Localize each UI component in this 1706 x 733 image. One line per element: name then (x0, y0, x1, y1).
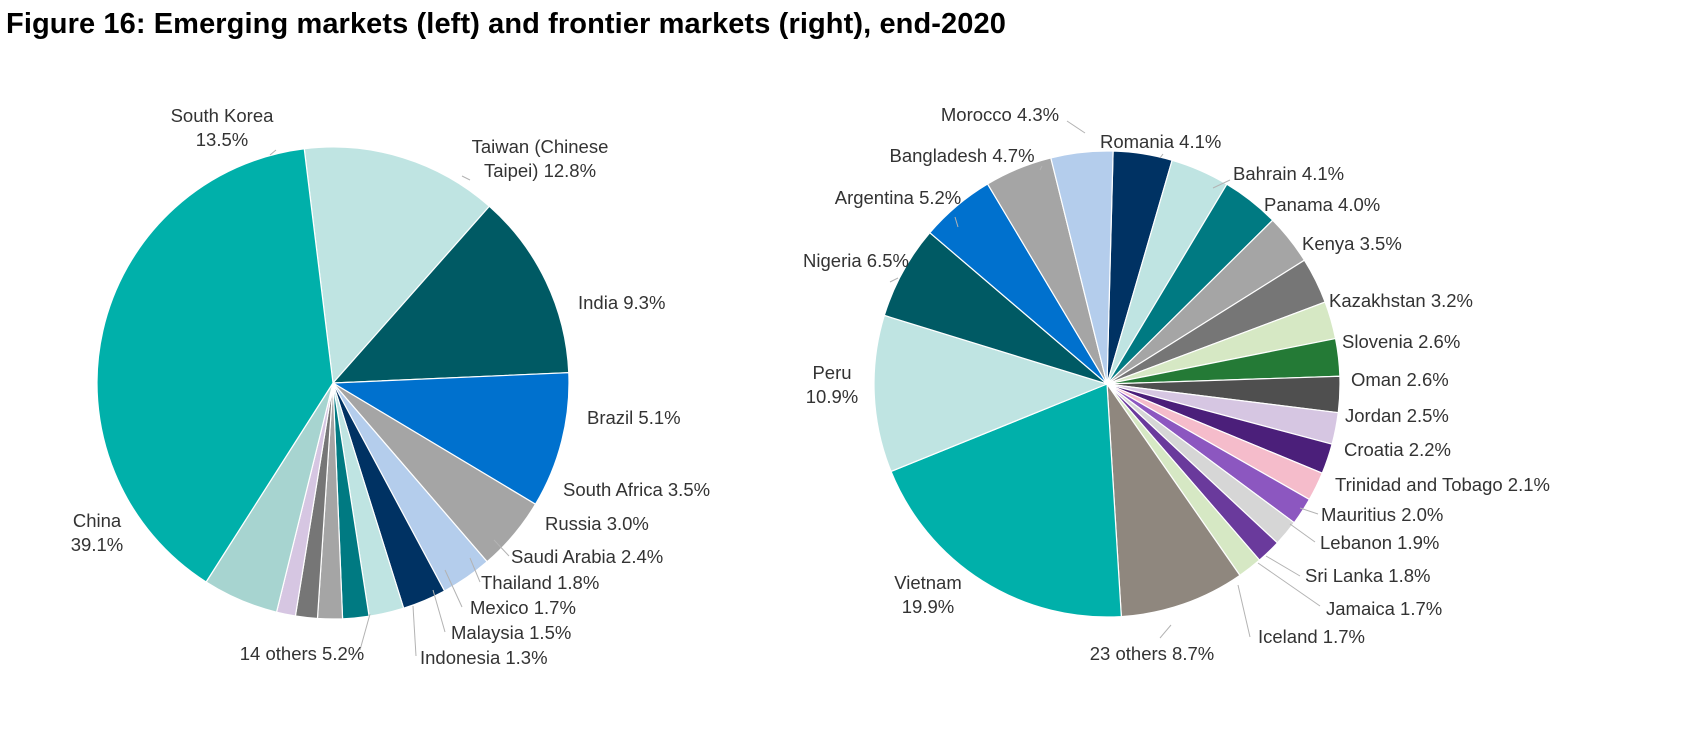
leader-line (1066, 120, 1086, 134)
slice-label-peru: Peru 10.9% (806, 362, 858, 407)
slice-label-croatia: Croatia 2.2% (1344, 439, 1451, 460)
pie-slice-peru (873, 314, 1109, 473)
slice-label-trinidad-and-tobago: Trinidad and Tobago 2.1% (1335, 474, 1550, 495)
slice-label-23-others: 23 others 8.7% (1090, 643, 1214, 664)
slice-label-14-others: 14 others 5.2% (240, 643, 364, 664)
pie-slice-vietnam (890, 383, 1122, 618)
leader-line (1212, 179, 1231, 189)
leader-line (1265, 555, 1301, 577)
leader-line (469, 557, 481, 583)
slice-label-argentina: Argentina 5.2% (835, 187, 962, 208)
slice-label-jordan: Jordan 2.5% (1345, 405, 1449, 426)
leader-line (889, 277, 899, 283)
slice-label-vietnam: Vietnam 19.9% (894, 572, 962, 617)
slice-label-iceland: Iceland 1.7% (1258, 626, 1365, 647)
frontier-markets-pie: Romania 4.1% Bahrain 4.1% Panama 4.0% Kenya… (803, 104, 1550, 664)
leader-line (269, 149, 277, 156)
slice-label-thailand: Thailand 1.8% (481, 572, 599, 593)
slice-label-slovenia: Slovenia 2.6% (1342, 331, 1460, 352)
slice-label-south-korea: South Korea 13.5% (171, 105, 275, 150)
leader-line (493, 539, 510, 557)
slice-label-kazakhstan: Kazakhstan 3.2% (1329, 290, 1473, 311)
slice-label-nigeria: Nigeria 6.5% (803, 250, 909, 271)
slice-label-malaysia: Malaysia 1.5% (451, 622, 571, 643)
slice-label-taiwan-chinese-taipei: Taiwan (Chinese Taipei) 12.8% (472, 136, 609, 181)
slice-label-mauritius: Mauritius 2.0% (1321, 504, 1443, 525)
leader-line (1237, 584, 1251, 638)
slice-label-china: China 39.1% (71, 510, 123, 555)
leader-line (461, 175, 471, 181)
leader-line (1257, 562, 1321, 607)
slice-label-panama: Panama 4.0% (1264, 194, 1380, 215)
slice-label-russia: Russia 3.0% (545, 513, 649, 534)
slice-label-kenya: Kenya 3.5% (1302, 233, 1402, 254)
figure-title: Figure 16: Emerging markets (left) and f… (6, 8, 1006, 40)
pie-slice-south-korea (303, 146, 491, 385)
slice-label-indonesia: Indonesia 1.3% (420, 647, 548, 668)
slice-label-sri-lanka: Sri Lanka 1.8% (1305, 565, 1430, 586)
leader-line (1039, 165, 1043, 171)
leader-line (1159, 624, 1172, 639)
slice-label-india: India 9.3% (578, 292, 665, 313)
pie-slice-china (96, 148, 334, 583)
slice-label-bangladesh: Bangladesh 4.7% (889, 145, 1034, 166)
leader-line (954, 216, 959, 228)
leader-line (412, 605, 417, 657)
slice-label-lebanon: Lebanon 1.9% (1320, 532, 1439, 553)
leader-line (444, 569, 463, 608)
slice-label-brazil: Brazil 5.1% (587, 407, 681, 428)
emerging-markets-pie: South Korea 13.5% Taiwan (Chinese Taipei) 1… (71, 105, 710, 668)
slice-label-south-africa: South Africa 3.5% (563, 479, 710, 500)
slice-label-mexico: Mexico 1.7% (470, 597, 576, 618)
slice-label-oman: Oman 2.6% (1351, 369, 1449, 390)
leader-line (1159, 153, 1164, 159)
slice-label-morocco: Morocco 4.3% (941, 104, 1059, 125)
pie-slice-morocco (1050, 150, 1114, 385)
pie-slice-taiwan-chinese-taipei (331, 205, 570, 384)
pie-slice-india (330, 372, 570, 506)
slice-label-saudi-arabia: Saudi Arabia 2.4% (511, 546, 663, 567)
slice-label-romania: Romania 4.1% (1100, 131, 1221, 152)
leader-line (1299, 507, 1319, 515)
leader-line (1289, 523, 1316, 543)
slice-label-jamaica: Jamaica 1.7% (1326, 598, 1442, 619)
pie-slice-23-others (1106, 381, 1241, 618)
leader-line (359, 613, 371, 651)
leader-line (432, 589, 446, 633)
slice-label-bahrain: Bahrain 4.1% (1233, 163, 1344, 184)
